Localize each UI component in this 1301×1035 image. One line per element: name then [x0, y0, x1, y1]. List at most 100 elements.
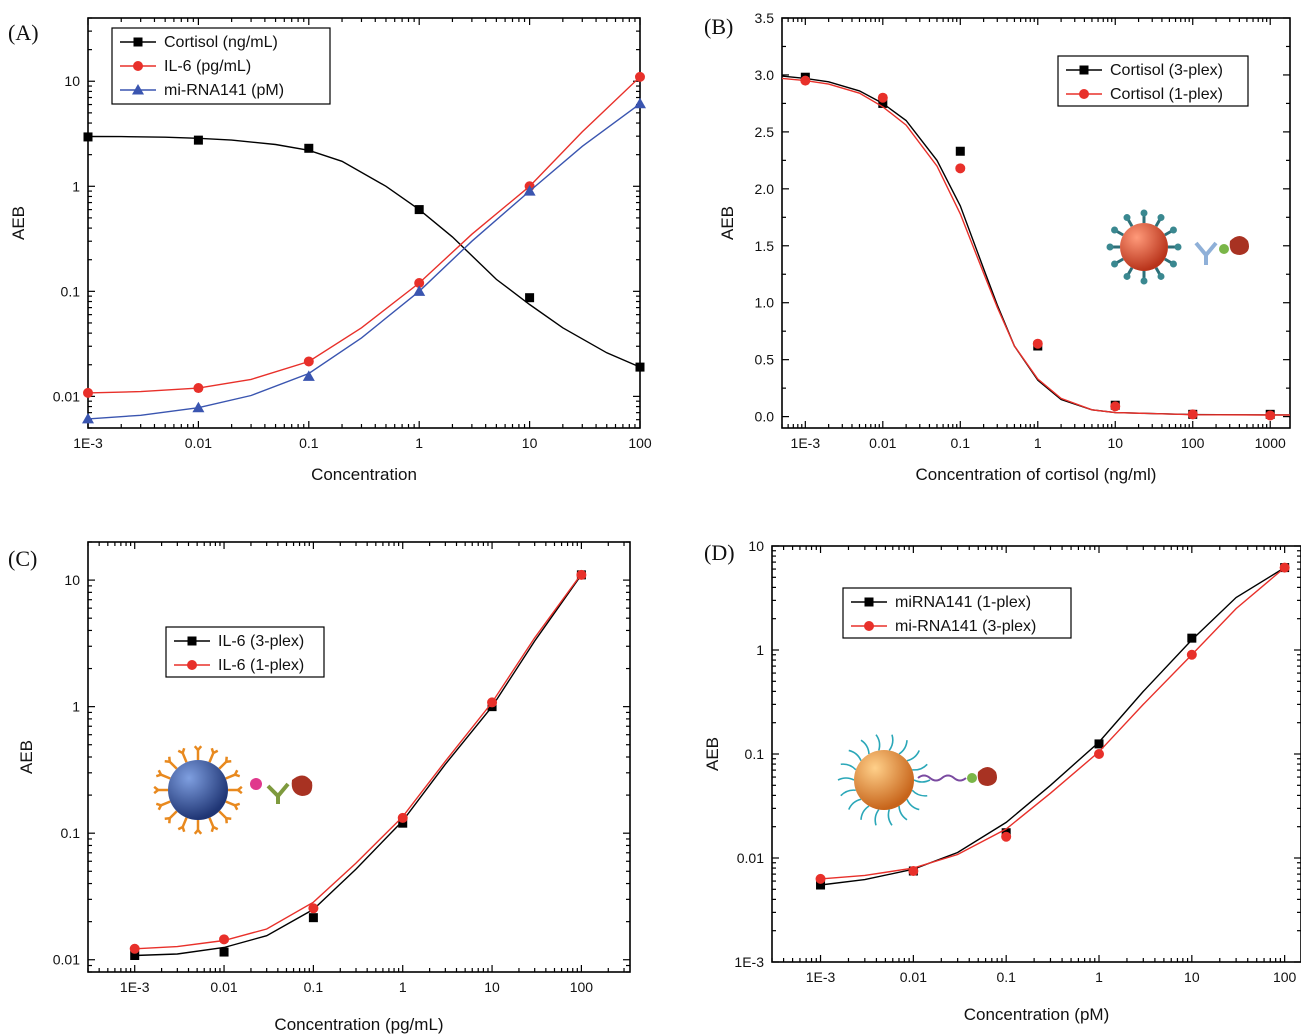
legend-marker — [133, 61, 143, 71]
data-point — [955, 163, 966, 174]
data-point — [634, 97, 646, 109]
legend-label: IL-6 (1-plex) — [218, 657, 304, 674]
x-axis-label: Concentration (pM) — [964, 1005, 1110, 1024]
data-point — [487, 697, 498, 708]
data-point — [83, 387, 93, 398]
chart-panel-c: 1E-3 0.01 0.1 1 10 100 0.01 0.1 1 10 Concentration… — [8, 541, 631, 1034]
legend-marker — [1079, 65, 1089, 75]
y-tick-label: 2.5 — [755, 124, 775, 140]
data-point — [1265, 410, 1276, 421]
y-tick-label: 0.0 — [755, 409, 775, 425]
data-point — [193, 383, 204, 394]
panel-label: (C) — [8, 546, 37, 571]
data-point — [815, 873, 826, 884]
chart-panel-d: 1E-3 0.01 0.1 1 10 100 1E-3 0.01 0.1 1 10 Concentra… — [703, 538, 1301, 1024]
data-point — [1110, 401, 1121, 412]
assay-illustration — [153, 745, 313, 835]
dna-strand-illustration — [917, 774, 967, 782]
x-tick-label: 1 — [415, 435, 423, 451]
data-point — [192, 401, 205, 413]
data-point — [219, 934, 230, 945]
x-tick-label: 0.01 — [900, 969, 927, 985]
series-1 — [815, 562, 1290, 884]
data-point — [1001, 831, 1012, 842]
legend-marker — [864, 621, 874, 631]
assay-illustration — [837, 734, 997, 826]
x-tick-label: 10 — [1184, 969, 1200, 985]
legend-marker — [133, 37, 143, 47]
data-point — [800, 75, 811, 86]
data-point — [308, 903, 319, 914]
y-tick-label: 0.1 — [745, 746, 765, 762]
x-tick-label: 0.1 — [951, 435, 971, 451]
x-tick-label: 100 — [628, 435, 652, 451]
data-point — [878, 98, 888, 108]
assay-illustration — [1106, 209, 1249, 285]
fit-curve — [820, 567, 1286, 886]
data-point — [1186, 649, 1197, 660]
x-tick-label: 100 — [570, 979, 594, 995]
legend-marker — [187, 660, 197, 670]
y-axis-label: AEB — [9, 206, 28, 240]
x-tick-label: 0.1 — [996, 969, 1016, 985]
legend-box — [1057, 55, 1249, 107]
data-point — [1187, 409, 1198, 420]
chart-panel-b: 1E-3 0.01 0.1 1 10 100 1000 0.0 0.5 1.0 1.5 2.0 2.5 3… — [704, 10, 1291, 484]
x-tick-label: 100 — [1273, 969, 1297, 985]
y-tick-label: 1 — [72, 178, 80, 194]
y-tick-label: 1.0 — [755, 295, 775, 311]
legend-label: Cortisol (1-plex) — [1110, 86, 1223, 103]
x-axis-label: Concentration — [311, 465, 417, 484]
x-tick-label: 0.01 — [185, 435, 212, 451]
x-tick-label: 0.01 — [210, 979, 237, 995]
nanoparticle-illustration — [168, 760, 228, 820]
y-tick-label: 2.0 — [755, 181, 775, 197]
legend-label: mi-RNA141 (pM) — [164, 82, 284, 99]
legend-label: Cortisol (ng/mL) — [164, 34, 278, 51]
y-tick-label: 0.01 — [53, 952, 80, 968]
y-axis-label: AEB — [17, 740, 36, 774]
plot-frame — [781, 17, 1291, 429]
data-point — [1279, 562, 1290, 573]
fit-curve — [820, 567, 1286, 880]
legend-label: IL-6 (pg/mL) — [164, 58, 251, 75]
legend: IL-6 (3-plex) IL-6 (1-plex) — [165, 626, 325, 678]
y-tick-label: 1 — [72, 699, 80, 715]
data-point — [130, 951, 140, 961]
data-point — [414, 278, 425, 289]
plot-frame — [87, 17, 641, 429]
x-tick-label: 1000 — [1255, 435, 1286, 451]
data-point — [129, 943, 140, 954]
y-tick-label: 10 — [64, 73, 80, 89]
series-1 — [129, 569, 587, 954]
data-point — [82, 412, 94, 424]
data-point — [523, 185, 536, 196]
y-tick-label: 3.5 — [755, 10, 775, 26]
data-point — [302, 370, 315, 381]
legend-label: Cortisol (3-plex) — [1110, 62, 1223, 79]
antibody-illustration — [266, 782, 290, 804]
nanoparticle-illustration — [854, 750, 914, 810]
data-point — [413, 285, 426, 296]
panel-label: (D) — [704, 540, 735, 565]
y-tick-label: 0.5 — [755, 352, 775, 368]
x-tick-label: 0.1 — [304, 979, 324, 995]
y-tick-label: 0.01 — [53, 388, 80, 404]
data-point — [414, 205, 424, 215]
legend-label: mi-RNA141 (3-plex) — [895, 618, 1036, 635]
y-tick-label: 10 — [64, 572, 80, 588]
panel-label: (A) — [8, 20, 39, 45]
x-tick-label: 10 — [1107, 435, 1123, 451]
series-0 — [83, 132, 645, 372]
data-point — [635, 71, 645, 82]
x-axis-label: Concentration (pg/mL) — [274, 1015, 443, 1034]
y-tick-label: 1E-3 — [734, 954, 764, 970]
x-tick-label: 1E-3 — [806, 969, 836, 985]
legend: Cortisol (3-plex) Cortisol (1-plex) — [1057, 55, 1249, 107]
data-point — [1032, 338, 1043, 349]
x-tick-label: 1E-3 — [791, 435, 821, 451]
x-tick-label: 1 — [399, 979, 407, 995]
legend-label: IL-6 (3-plex) — [218, 633, 304, 650]
data-point — [908, 865, 919, 876]
